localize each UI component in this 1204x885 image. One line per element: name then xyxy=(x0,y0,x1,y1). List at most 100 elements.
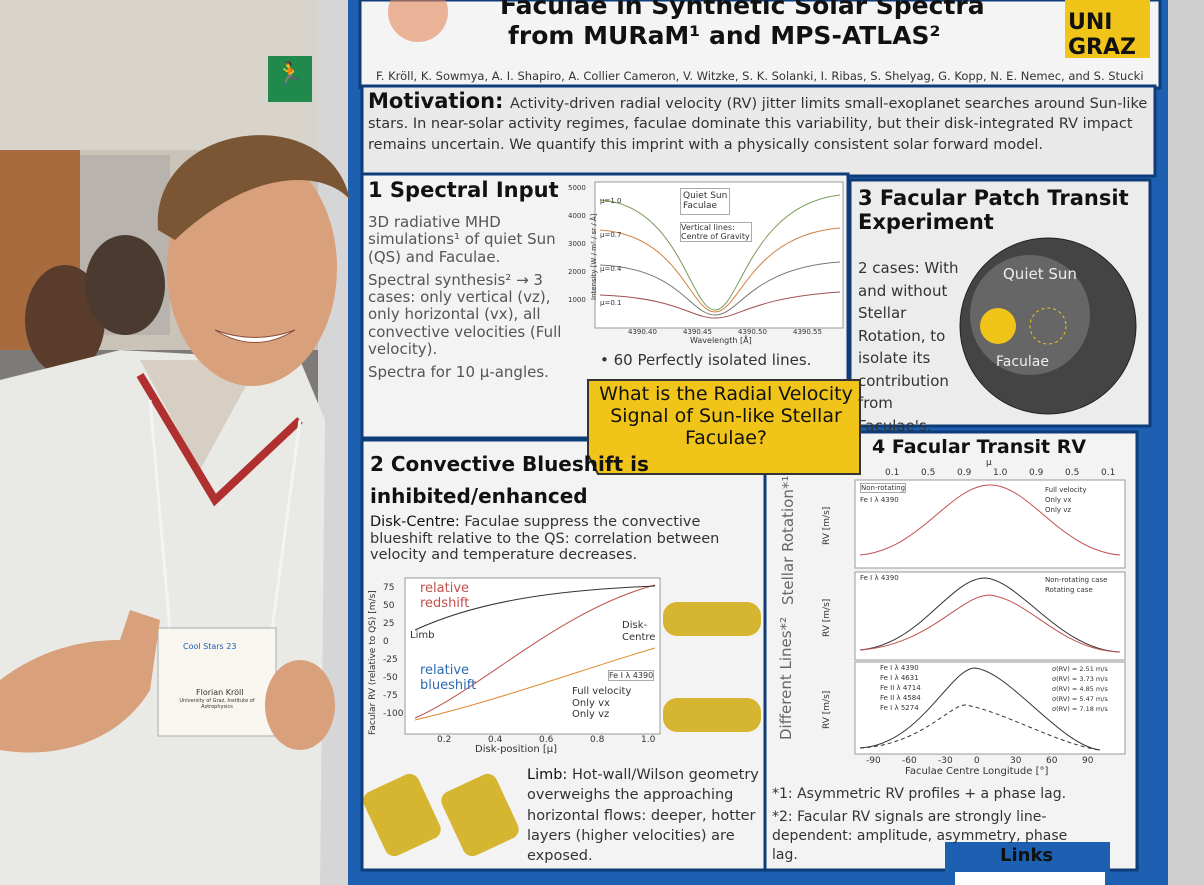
paragraph: Activity-driven radial velocity (RV) jit… xyxy=(368,96,1148,153)
legend-entry: Only vz xyxy=(1045,506,1072,514)
legend-entry: Fe I λ 5274 xyxy=(880,704,919,712)
legend-entry: Fe I λ 4390 xyxy=(880,664,919,672)
tag: Fe I λ 4390 xyxy=(860,574,899,582)
y-tick-label: 25 xyxy=(383,619,395,629)
label: Disk-Centre: xyxy=(370,514,460,530)
heading: Motivation: xyxy=(368,89,504,113)
plot4 xyxy=(854,571,1126,661)
y-tick-label: 50 xyxy=(383,601,395,611)
x-tick-label: 0.2 xyxy=(437,735,452,745)
legend-entry: Only vx xyxy=(572,697,610,709)
side-label: Stellar Rotation*¹ xyxy=(779,475,797,605)
mu-label: μ=0.4 xyxy=(600,265,622,273)
legend-entry: Fe I λ 4631 xyxy=(880,674,919,682)
uni-logo xyxy=(1065,0,1150,58)
exit-sign xyxy=(268,56,312,102)
mu-tick-label: 0.5 xyxy=(1065,468,1080,478)
label: Limb xyxy=(410,630,435,641)
caption: • 60 Perfectly isolated lines. xyxy=(600,351,812,369)
links[interactable]: Links xyxy=(1000,845,1054,866)
mu-tick-label: 0.1 xyxy=(1101,468,1116,478)
plot-curve xyxy=(414,584,656,719)
person-bg xyxy=(25,265,105,375)
badge-event: Cool Stars 23 xyxy=(183,642,237,651)
legend-entry: Fe II λ 4714 xyxy=(880,684,921,692)
badge xyxy=(157,627,277,737)
plot-curve xyxy=(859,594,1121,653)
hair xyxy=(157,135,350,240)
legend: Quiet Sun Faculae xyxy=(680,188,731,215)
y-tick-label: -25 xyxy=(383,655,398,665)
mu-tick-label: 0.9 xyxy=(957,468,972,478)
axis-label: RV [m/s] xyxy=(822,506,832,545)
y-tick-label: 1000 xyxy=(568,296,586,304)
axis-label: RV [m/s] xyxy=(822,598,832,637)
callout: What is the Radial Velocity Signal of Su… xyxy=(599,383,853,449)
axis-label: Intensity [W / m² / sr / Å] xyxy=(590,213,598,300)
mu-label: μ=0.1 xyxy=(600,299,622,307)
side-label: Different Lines*² xyxy=(777,616,795,740)
smile xyxy=(214,329,296,343)
plot5 xyxy=(854,661,1126,755)
legend-entry: σ(RV) = 5.47 m/s xyxy=(1052,695,1108,703)
exit-icon: 🏃 xyxy=(276,62,304,87)
x-tick-label: -30 xyxy=(938,756,953,766)
mu-label: μ=0.7 xyxy=(600,231,622,239)
badge-affiliation: University of Graz, Institute of Astroph… xyxy=(179,698,255,710)
label: Limb: xyxy=(527,767,568,783)
paragraph: 2 cases: With and without Stellar Rotati… xyxy=(858,259,959,435)
legend-entry: σ(RV) = 2.51 m/s xyxy=(1052,665,1108,673)
x-tick-label: -60 xyxy=(902,756,917,766)
x-tick-label: 4390.50 xyxy=(738,328,767,336)
y-tick-label: 2000 xyxy=(568,268,586,276)
badge-name: Florian Kröll xyxy=(196,688,244,697)
x-tick-label: -90 xyxy=(866,756,881,766)
tag: Non-rotating xyxy=(860,483,907,494)
mu-tick-label: 0.9 xyxy=(1029,468,1044,478)
mu-tick-label: 0.5 xyxy=(921,468,936,478)
person-bg xyxy=(85,235,165,335)
legend-entry: Only vx xyxy=(1045,496,1072,504)
label: Disk-Centre xyxy=(622,620,656,643)
diagram xyxy=(663,602,761,636)
label: relative redshift xyxy=(420,581,470,611)
y-tick-label: -75 xyxy=(383,691,398,701)
bullet-list: 3D radiative MHD simulations¹ of quiet S… xyxy=(368,213,583,387)
star-glow xyxy=(970,255,1090,375)
legend-entry: Quiet Sun xyxy=(683,191,728,201)
axis-label: Disk-position [μ] xyxy=(475,744,558,755)
axis-label: μ xyxy=(986,458,992,468)
diagram xyxy=(441,773,519,857)
plot-curve xyxy=(599,261,841,316)
legend-entry: Full velocity xyxy=(1045,486,1087,494)
y-tick-label: -50 xyxy=(383,673,398,683)
plot-curve xyxy=(414,585,656,631)
plot2 xyxy=(404,577,661,735)
plot-curve xyxy=(414,647,656,721)
heading: 2 Convective Blueshift is inhibited/enha… xyxy=(370,452,649,508)
bullet: 3D radiative MHD simulations¹ of quiet S… xyxy=(368,213,556,266)
y-tick-label: 0 xyxy=(383,637,389,647)
label: Faculae xyxy=(996,354,1049,370)
paragraph: Disk-Centre: Faculae suppress the convec… xyxy=(370,514,760,564)
axis-label: Facular RV (relative to QS) [m/s] xyxy=(368,590,378,735)
label: Quiet Sun xyxy=(1003,265,1077,283)
x-tick-label: 90 xyxy=(1082,756,1094,766)
label: relative blueshift xyxy=(420,663,477,693)
heading: 3 Facular Patch Transit Experiment xyxy=(858,186,1129,235)
x-tick-label: 60 xyxy=(1046,756,1058,766)
x-tick-label: 1.0 xyxy=(641,735,656,745)
heading: 1 Spectral Input xyxy=(368,178,559,202)
bullet: Spectral synthesis² → 3 cases: only vert… xyxy=(368,270,562,358)
mu-label: μ=1.0 xyxy=(600,197,622,205)
plot-curve xyxy=(599,227,841,313)
facula-path xyxy=(1029,307,1067,345)
plot-curve xyxy=(859,667,1101,751)
note: Vertical lines: Centre of Gravity xyxy=(680,222,752,243)
plot3 xyxy=(854,479,1126,569)
text: Hot-wall/Wilson geometry overweighs the … xyxy=(527,767,759,865)
diagram xyxy=(363,773,441,857)
legend: Full velocity Only vx Only vz xyxy=(572,686,631,721)
paragraph: Limb: Hot-wall/Wilson geometry overweigh… xyxy=(527,765,759,866)
